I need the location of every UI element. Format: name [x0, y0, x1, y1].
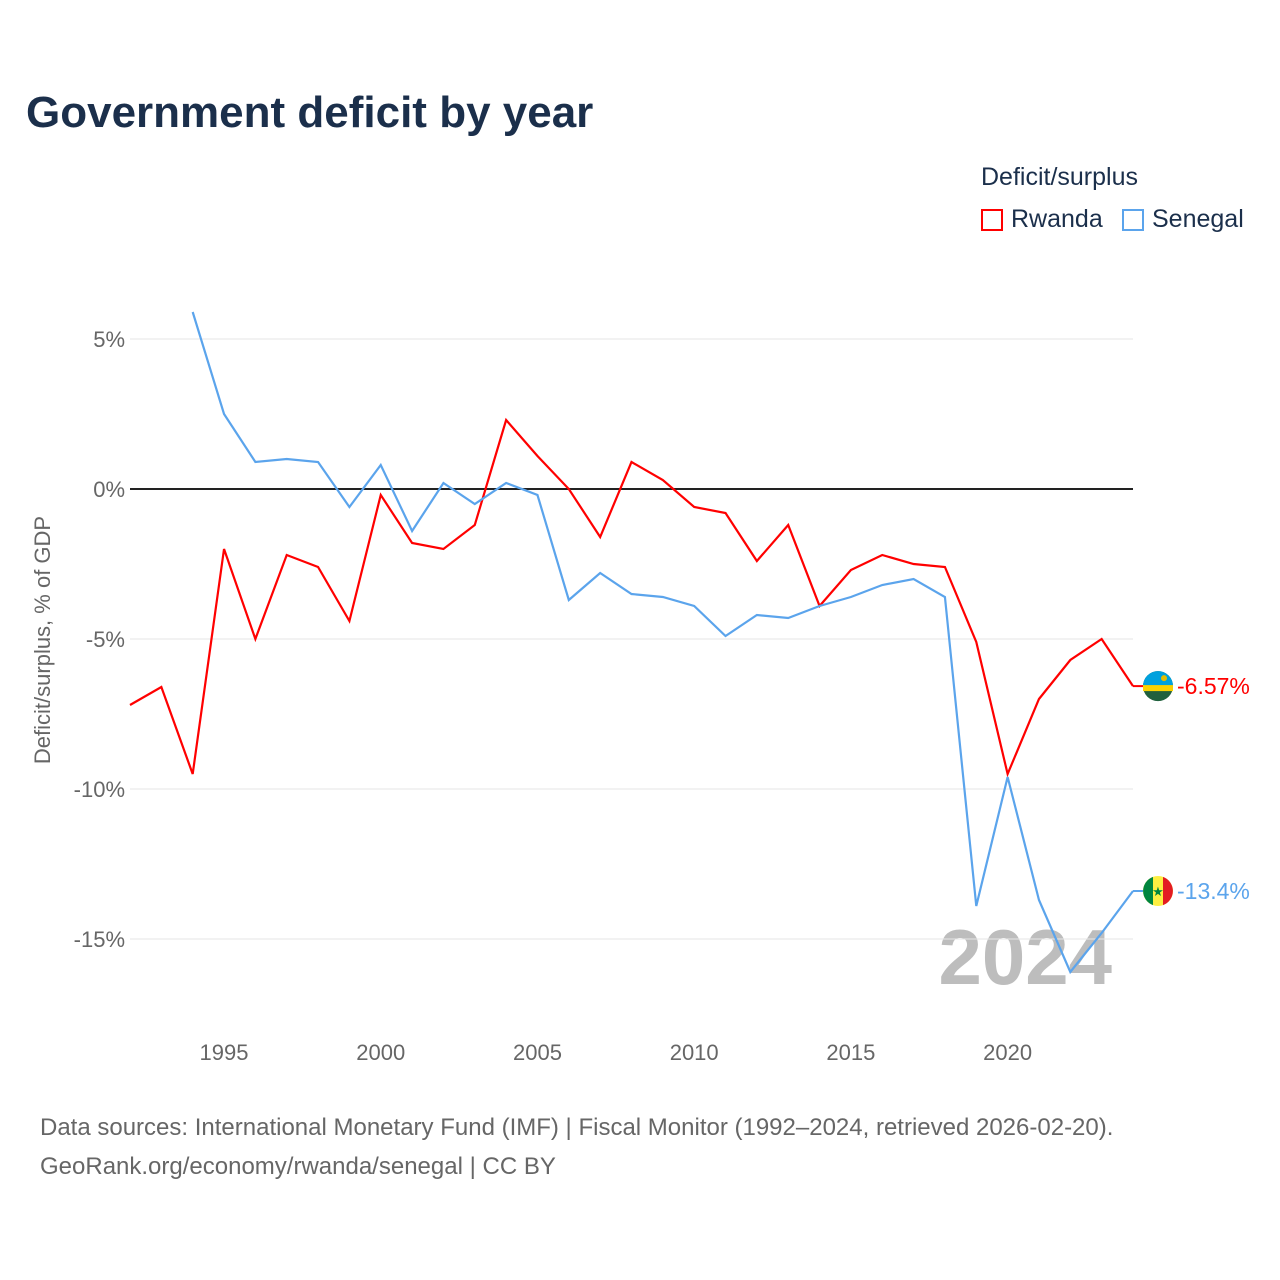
legend-swatch-senegal [1122, 208, 1144, 231]
legend-label-senegal: Senegal [1152, 205, 1244, 233]
end-value-label: -6.57% [1177, 673, 1250, 699]
x-tick-label: 2005 [513, 1040, 562, 1065]
source-note: Data sources: International Monetary Fun… [40, 1108, 1113, 1186]
flag-part [1143, 671, 1173, 687]
y-tick-label: -10% [74, 777, 125, 802]
x-tick-label: 1995 [200, 1040, 249, 1065]
legend-title: Deficit/surplus [981, 163, 1138, 191]
flag-part [1143, 876, 1153, 906]
end-value-label: -13.4% [1177, 878, 1250, 904]
y-tick-label: -5% [86, 627, 125, 652]
legend-item-senegal[interactable]: Senegal [1122, 205, 1244, 234]
flag-sun [1161, 675, 1167, 682]
x-tick-label: 2010 [670, 1040, 719, 1065]
y-tick-label: 0% [93, 477, 125, 502]
y-tick-label: 5% [93, 327, 125, 352]
flag-star: ★ [1152, 884, 1164, 899]
flag-part [1143, 685, 1173, 692]
legend-item-rwanda[interactable]: Rwanda [981, 205, 1103, 234]
x-tick-label: 2000 [356, 1040, 405, 1065]
attribution-link[interactable]: GeoRank.org/economy/rwanda/senegal | CC … [40, 1153, 556, 1180]
y-tick-label: -15% [74, 927, 125, 952]
x-tick-label: 2020 [983, 1040, 1032, 1065]
y-axis-label: Deficit/surplus, % of GDP [30, 516, 55, 764]
source-line: Data sources: International Monetary Fun… [40, 1114, 1114, 1141]
x-tick-label: 2015 [826, 1040, 875, 1065]
legend-label-rwanda: Rwanda [1011, 205, 1103, 233]
series-line-senegal [191, 311, 1134, 975]
series-line-rwanda [129, 417, 1134, 778]
chart-title: Government deficit by year [26, 88, 594, 137]
flag-part [1163, 876, 1173, 906]
legend-swatch-rwanda [981, 208, 1003, 231]
year-watermark: 2024 [938, 913, 1112, 1001]
